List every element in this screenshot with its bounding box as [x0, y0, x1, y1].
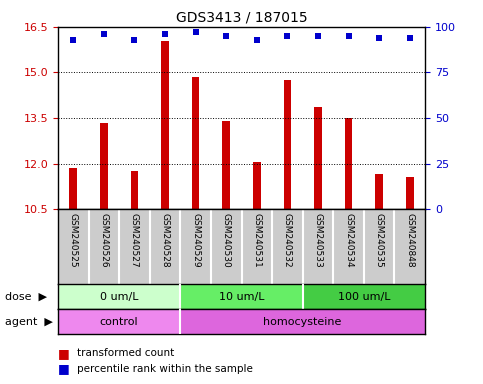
Point: [192, 29, 199, 35]
Bar: [375, 174, 383, 209]
Point: [375, 35, 383, 41]
Bar: [58, 284, 180, 309]
Bar: [222, 121, 230, 209]
Point: [406, 35, 413, 41]
Text: ■: ■: [58, 347, 70, 360]
Title: GDS3413 / 187015: GDS3413 / 187015: [176, 10, 307, 24]
Text: control: control: [100, 316, 139, 327]
Point: [161, 31, 169, 37]
Point: [100, 31, 108, 37]
Bar: [180, 309, 425, 334]
Point: [284, 33, 291, 39]
Point: [253, 36, 261, 43]
Bar: [284, 80, 291, 209]
Text: 10 um/L: 10 um/L: [219, 291, 264, 302]
Bar: [130, 171, 138, 209]
Bar: [192, 77, 199, 209]
Text: GSM240531: GSM240531: [252, 213, 261, 268]
Text: GSM240529: GSM240529: [191, 213, 200, 268]
Text: GSM240530: GSM240530: [222, 213, 231, 268]
Bar: [345, 118, 353, 209]
Text: ■: ■: [58, 362, 70, 375]
Text: transformed count: transformed count: [77, 348, 174, 358]
Point: [345, 33, 353, 39]
Bar: [253, 162, 261, 209]
Text: GSM240532: GSM240532: [283, 213, 292, 268]
Bar: [100, 122, 108, 209]
Point: [70, 36, 77, 43]
Text: 100 um/L: 100 um/L: [338, 291, 390, 302]
Text: GSM240533: GSM240533: [313, 213, 323, 268]
Text: GSM240535: GSM240535: [375, 213, 384, 268]
Text: dose  ▶: dose ▶: [5, 291, 47, 302]
Point: [130, 36, 138, 43]
Bar: [58, 309, 180, 334]
Bar: [180, 284, 303, 309]
Text: GSM240848: GSM240848: [405, 213, 414, 268]
Text: percentile rank within the sample: percentile rank within the sample: [77, 364, 253, 374]
Text: GSM240528: GSM240528: [160, 213, 170, 268]
Point: [222, 33, 230, 39]
Point: [314, 33, 322, 39]
Text: homocysteine: homocysteine: [264, 316, 342, 327]
Bar: [406, 177, 413, 209]
Bar: [70, 168, 77, 209]
Text: 0 um/L: 0 um/L: [100, 291, 139, 302]
Bar: [161, 41, 169, 209]
Bar: [303, 284, 425, 309]
Text: agent  ▶: agent ▶: [5, 316, 53, 327]
Text: GSM240525: GSM240525: [69, 213, 78, 268]
Text: GSM240534: GSM240534: [344, 213, 353, 268]
Bar: [314, 108, 322, 209]
Text: GSM240526: GSM240526: [99, 213, 108, 268]
Text: GSM240527: GSM240527: [130, 213, 139, 268]
